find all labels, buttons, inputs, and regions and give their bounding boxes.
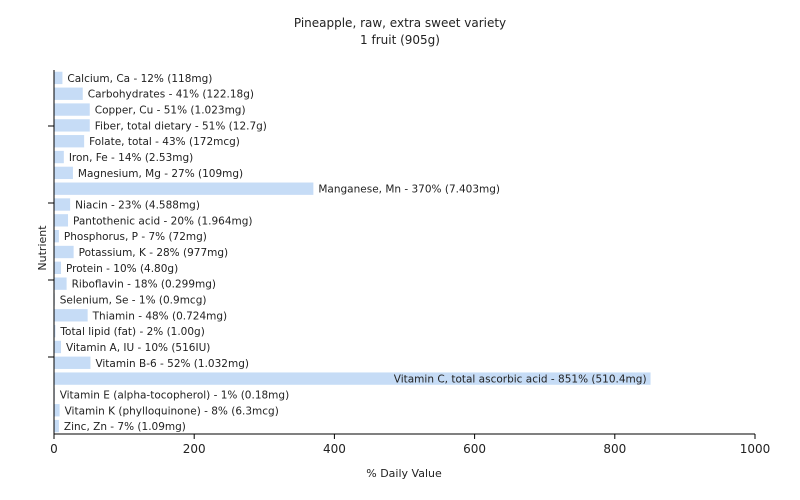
bar-8 xyxy=(54,198,71,211)
x-tick-label-1: 200 xyxy=(183,442,206,456)
bar-15 xyxy=(54,309,88,322)
bar-label-1: Carbohydrates - 41% (122.18g) xyxy=(88,89,254,101)
bar-label-3: Fiber, total dietary - 51% (12.7g) xyxy=(95,120,267,132)
bar-10 xyxy=(54,230,59,243)
bar-4 xyxy=(54,135,85,148)
bar-9 xyxy=(54,214,69,227)
axes-group: 0 200 400 600 800 1000 xyxy=(48,70,770,456)
bar-2 xyxy=(54,103,90,116)
bar-label-5: Iron, Fe - 14% (2.53mg) xyxy=(69,152,193,164)
x-tick-label-3: 600 xyxy=(463,442,486,456)
x-tick-label-0: 0 xyxy=(50,442,58,456)
bar-label-13: Riboflavin - 18% (0.299mg) xyxy=(72,279,216,291)
bar-label-18: Vitamin B-6 - 52% (1.032mg) xyxy=(95,358,249,370)
bar-label-19: Vitamin C, total ascorbic acid - 851% (5… xyxy=(394,374,647,386)
bar-label-16: Total lipid (fat) - 2% (1.00g) xyxy=(59,326,204,338)
bar-6 xyxy=(54,166,73,180)
bar-1 xyxy=(54,87,83,100)
bar-5 xyxy=(54,150,64,164)
bar-label-17: Vitamin A, IU - 10% (516IU) xyxy=(66,342,210,354)
bar-label-10: Phosphorus, P - 7% (72mg) xyxy=(64,231,207,243)
bar-label-8: Niacin - 23% (4.588mg) xyxy=(75,200,200,212)
bar-label-9: Pantothenic acid - 20% (1.964mg) xyxy=(73,215,252,227)
x-tick-label-2: 400 xyxy=(323,442,346,456)
y-axis-title: Nutrient xyxy=(36,225,49,271)
bar-label-7: Manganese, Mn - 370% (7.403mg) xyxy=(318,184,500,196)
bar-0 xyxy=(54,71,63,85)
bar-label-20: Vitamin E (alpha-tocopherol) - 1% (0.18m… xyxy=(60,389,289,401)
chart-title: Pineapple, raw, extra sweet variety xyxy=(294,16,506,30)
bar-label-4: Folate, total - 43% (172mcg) xyxy=(89,136,240,148)
bar-12 xyxy=(54,261,62,274)
bar-7 xyxy=(54,182,314,195)
bar-17 xyxy=(54,340,62,354)
bar-16 xyxy=(54,324,56,338)
bar-22 xyxy=(54,419,59,433)
x-tick-label-4: 800 xyxy=(603,442,626,456)
bar-label-22: Zinc, Zn - 7% (1.09mg) xyxy=(64,421,186,433)
bar-3 xyxy=(54,119,90,132)
bar-label-21: Vitamin K (phylloquinone) - 8% (6.3mcg) xyxy=(65,405,279,417)
bars-group: Calcium, Ca - 12% (118mg) Carbohydrates -… xyxy=(54,71,651,433)
bar-label-14: Selenium, Se - 1% (0.9mcg) xyxy=(60,294,207,306)
bar-label-2: Copper, Cu - 51% (1.023mg) xyxy=(95,105,246,117)
bar-19 xyxy=(54,372,651,385)
x-tick-label-5: 1000 xyxy=(740,442,771,456)
bar-13 xyxy=(54,277,67,290)
bar-label-6: Magnesium, Mg - 27% (109mg) xyxy=(78,168,243,180)
bar-label-11: Potassium, K - 28% (977mg) xyxy=(79,247,229,259)
bar-21 xyxy=(54,404,60,417)
x-axis-title: % Daily Value xyxy=(366,467,442,480)
bar-18 xyxy=(54,356,91,369)
bar-label-0: Calcium, Ca - 12% (118mg) xyxy=(67,73,212,85)
bar-label-15: Thiamin - 48% (0.724mg) xyxy=(92,310,228,322)
chart-subtitle: 1 fruit (905g) xyxy=(360,33,440,47)
bar-label-12: Protein - 10% (4.80g) xyxy=(66,263,178,275)
bar-11 xyxy=(54,245,74,259)
